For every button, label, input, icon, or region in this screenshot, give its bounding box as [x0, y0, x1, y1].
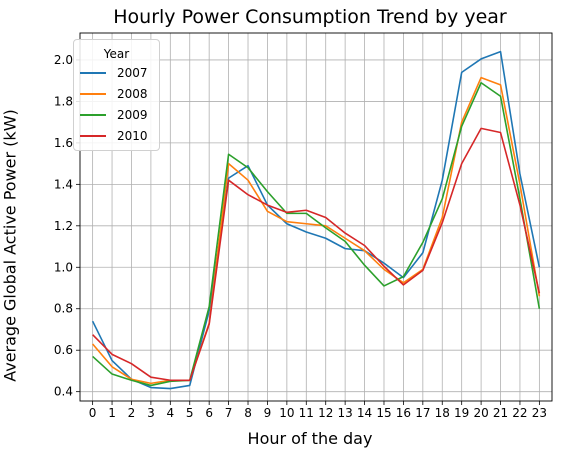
y-tick-label: 0.6 [54, 343, 73, 357]
x-tick-label: 17 [415, 406, 430, 420]
x-tick-label: 14 [357, 406, 372, 420]
plot-border [79, 32, 553, 402]
y-tick-label: 0.4 [54, 385, 73, 399]
y-tick-label: 1.2 [54, 219, 73, 233]
legend: Year 2007 2008 2009 2010 [73, 39, 160, 151]
y-tick-label: 2.0 [54, 53, 73, 67]
x-tick-label: 9 [264, 406, 272, 420]
x-tick-label: 5 [186, 406, 194, 420]
x-tick-label: 12 [318, 406, 333, 420]
x-tick-label: 18 [435, 406, 450, 420]
y-tick-label: 1.8 [54, 94, 73, 108]
legend-label: 2007 [117, 65, 148, 80]
legend-label: 2008 [117, 86, 148, 101]
legend-item-2009: 2009 [74, 104, 159, 125]
x-tick-label: 10 [279, 406, 294, 420]
x-tick-label: 8 [244, 406, 252, 420]
series-line-2009 [92, 81, 541, 387]
axis-ticks: 0 1 2 3 4 5 6 7 8 9 10 11 12 13 14 15 16 17 18 19 20 21 22 230.… [54, 53, 547, 420]
x-tick-label: 23 [532, 406, 547, 420]
y-tick-label: 0.8 [54, 302, 73, 316]
legend-label: 2010 [117, 128, 148, 143]
y-tick-label: 1.0 [54, 260, 73, 274]
y-tick-label: 1.4 [54, 177, 73, 191]
series-line-2008 [92, 76, 541, 385]
x-tick-label: 1 [108, 406, 116, 420]
legend-item-2008: 2008 [74, 83, 159, 104]
x-tick-label: 15 [376, 406, 391, 420]
series-line-2007 [91, 50, 541, 390]
legend-swatch [80, 71, 106, 74]
chart-title: Hourly Power Consumption Trend by year [113, 6, 507, 28]
legend-title: Year [103, 47, 130, 61]
series-lines [91, 50, 541, 390]
legend-item-2010: 2010 [74, 125, 159, 146]
x-tick-label: 21 [493, 406, 508, 420]
x-tick-label: 19 [454, 406, 469, 420]
x-tick-label: 16 [396, 406, 411, 420]
legend-swatch [80, 134, 106, 137]
x-tick-label: 11 [299, 406, 314, 420]
legend-label: 2009 [117, 107, 148, 122]
legend-item-2007: 2007 [74, 62, 159, 83]
legend-swatch [80, 113, 106, 116]
series-line-2010 [92, 127, 541, 382]
x-tick-label: 22 [512, 406, 527, 420]
y-axis-label: Average Global Active Power (kW) [0, 109, 20, 382]
x-tick-label: 6 [205, 406, 213, 420]
x-tick-label: 7 [225, 406, 233, 420]
x-tick-label: 20 [473, 406, 488, 420]
x-tick-label: 3 [147, 406, 155, 420]
x-tick-label: 2 [128, 406, 136, 420]
x-axis-label: Hour of the day [247, 429, 373, 448]
x-tick-label: 0 [89, 406, 97, 420]
x-tick-label: 4 [167, 406, 175, 420]
plot-frame [79, 32, 553, 402]
y-tick-label: 1.6 [54, 136, 73, 150]
x-tick-label: 13 [337, 406, 352, 420]
legend-swatch [80, 92, 106, 95]
